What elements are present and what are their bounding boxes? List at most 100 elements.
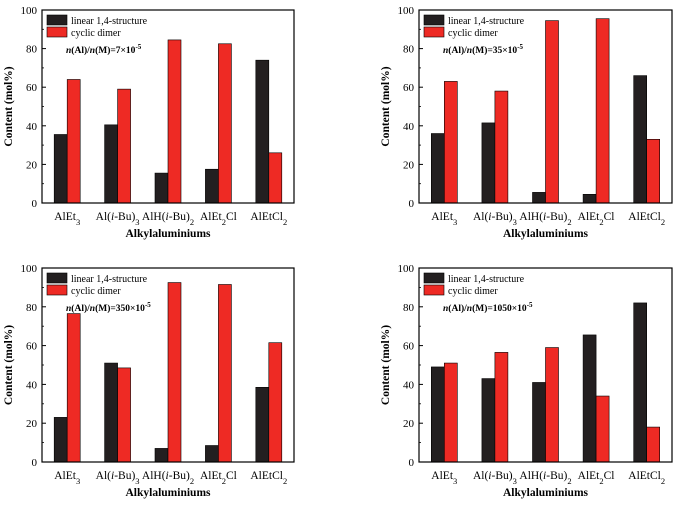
y-tick-label: 40: [403, 121, 415, 133]
bar-linear: [430, 366, 445, 463]
y-tick-label: 80: [26, 44, 38, 56]
y-axis-title: Content (mol%): [3, 325, 15, 405]
y-tick-label: 20: [403, 159, 415, 171]
bar-linear: [481, 378, 496, 463]
bar-linear: [154, 172, 169, 204]
y-tick-label: 20: [26, 159, 38, 171]
legend-swatch-cyclic: [423, 284, 445, 296]
y-tick-label: 40: [26, 379, 38, 391]
legend-label: cyclic dimer: [71, 286, 121, 297]
legend-swatch-linear: [46, 14, 68, 26]
y-tick-label: 40: [403, 379, 415, 391]
plot-frame: [41, 267, 295, 463]
x-tick-label: AlH(i-Bu)2: [519, 211, 571, 227]
x-axis-title: Alkylaluminiums: [503, 228, 589, 240]
bar-linear: [255, 387, 270, 463]
legend-label: linear 1,4-structure: [71, 274, 148, 285]
bar-cyclic: [167, 39, 182, 204]
x-tick-label: AlEt3: [431, 211, 457, 227]
ratio-annotation: n(Al)/n(M)=350×10-5: [66, 301, 151, 314]
y-tick-label: 40: [26, 121, 38, 133]
legend-label: linear 1,4-structure: [448, 16, 525, 27]
bar-cyclic: [646, 139, 661, 204]
x-tick-label: AlH(i-Bu)2: [142, 211, 194, 227]
y-tick-label: 100: [398, 263, 415, 275]
bar-cyclic: [494, 352, 509, 463]
x-tick-label: AlH(i-Bu)2: [519, 470, 571, 486]
y-tick-label: 80: [403, 44, 415, 56]
bar-linear: [430, 133, 445, 204]
bar-cyclic: [646, 426, 661, 463]
y-tick-label: 20: [26, 418, 38, 430]
y-tick-label: 100: [21, 263, 38, 275]
legend-swatch-cyclic: [46, 26, 68, 38]
legend-swatch-linear: [423, 14, 445, 26]
x-tick-label: AlEt3: [54, 211, 80, 227]
bar-cyclic: [66, 79, 81, 204]
bar-linear: [104, 124, 118, 204]
bar-cyclic: [218, 284, 232, 463]
bar-linear: [205, 445, 219, 463]
y-tick-label: 80: [403, 302, 415, 314]
x-tick-label: Al(i-Bu)3: [473, 211, 517, 227]
bar-cyclic: [595, 395, 610, 463]
bar-linear: [481, 122, 496, 204]
y-tick-label: 80: [26, 302, 38, 314]
bar-linear: [53, 134, 68, 204]
x-tick-label: AlH(i-Bu)2: [142, 470, 194, 486]
bar-cyclic: [117, 88, 131, 204]
y-tick-label: 0: [32, 457, 38, 469]
legend-label: cyclic dimer: [448, 28, 498, 39]
bar-cyclic: [66, 313, 81, 463]
x-tick-label: Al(i-Bu)3: [96, 470, 140, 486]
y-axis-title: Content (mol%): [3, 66, 15, 146]
bar-cyclic: [595, 18, 610, 204]
x-tick-label: Al(i-Bu)3: [473, 470, 517, 486]
y-axis-title: Content (mol%): [380, 325, 392, 405]
bar-cyclic: [443, 81, 458, 204]
x-tick-label: AlEt2Cl: [578, 470, 615, 486]
x-tick-label: AlEt2Cl: [200, 211, 237, 227]
y-tick-label: 60: [403, 82, 415, 94]
y-tick-label: 60: [26, 341, 38, 353]
legend-swatch-linear: [46, 272, 68, 284]
ratio-annotation: n(Al)/n(M)=7×10-5: [66, 43, 142, 56]
bar-linear: [532, 192, 546, 204]
y-tick-label: 60: [403, 341, 415, 353]
bar-linear: [53, 417, 68, 463]
bar-cyclic: [218, 43, 232, 204]
bar-cyclic: [443, 362, 458, 463]
bar-linear: [154, 448, 169, 463]
x-tick-label: AlEtCl2: [628, 211, 665, 227]
y-tick-label: 100: [398, 5, 415, 17]
legend-label: linear 1,4-structure: [448, 274, 525, 285]
y-tick-label: 0: [32, 198, 38, 210]
x-tick-label: AlEt2Cl: [200, 470, 237, 486]
bar-linear: [255, 59, 270, 204]
bar-cyclic: [268, 342, 283, 463]
bar-cyclic: [117, 367, 131, 463]
legend-label: cyclic dimer: [71, 28, 121, 39]
legend-swatch-cyclic: [423, 26, 445, 38]
y-tick-label: 20: [403, 418, 415, 430]
bar-linear: [104, 362, 118, 463]
chart-panel-2: 0 20 40 60 80 100 AlEt3 Al(i-Bu)3 AlH(i-Bu)2 AlEt…: [380, 5, 673, 240]
bar-linear: [532, 382, 546, 463]
x-tick-label: AlEtCl2: [250, 211, 287, 227]
x-tick-label: AlEt3: [54, 470, 80, 486]
x-axis-title: Alkylaluminiums: [126, 487, 212, 499]
plot-frame: [41, 9, 295, 204]
y-axis-title: Content (mol%): [380, 66, 392, 146]
plot-frame: [418, 267, 673, 463]
y-tick-label: 0: [409, 457, 415, 469]
y-tick-label: 60: [26, 82, 38, 94]
chart-panel-3: 0 20 40 60 80 100 AlEt3 Al(i-Bu)3 AlH(i-Bu)2 AlEt…: [3, 263, 295, 499]
chart-panel-4: 0 20 40 60 80 100 AlEt3 Al(i-Bu)3 AlH(i-Bu)2 AlEt…: [380, 263, 673, 499]
y-tick-label: 0: [409, 198, 415, 210]
x-axis-title: Alkylaluminiums: [126, 228, 212, 240]
bar-cyclic: [494, 90, 509, 204]
chart-panel-1: 0 20 40 60 80 100 AlEt3 Al(i-Bu)3 AlH(i-Bu)2 AlEt…: [3, 5, 295, 240]
bar-cyclic: [167, 282, 182, 463]
bar-linear: [582, 194, 597, 204]
